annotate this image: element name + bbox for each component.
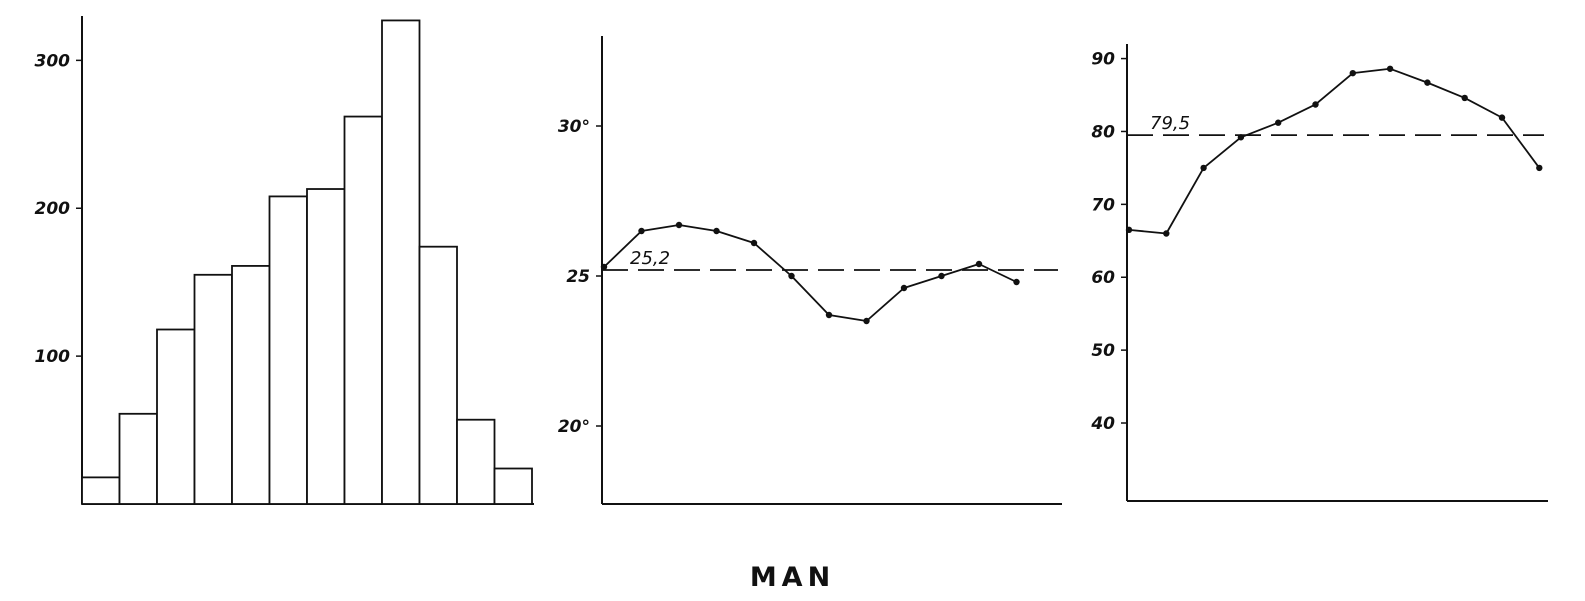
data-point xyxy=(900,284,908,292)
data-point xyxy=(1312,101,1319,108)
bar xyxy=(343,115,383,505)
data-point xyxy=(1536,164,1543,172)
data-point xyxy=(1424,79,1431,86)
data-point xyxy=(1275,119,1282,126)
y-tick-label: 100 xyxy=(35,347,71,367)
y-tick-label: 70 xyxy=(1091,195,1115,215)
y-tick-label: 25 xyxy=(566,267,590,287)
y-tick-label: 60 xyxy=(1091,268,1115,288)
bar xyxy=(306,188,346,505)
y-tick-label: 200 xyxy=(35,199,71,219)
bar xyxy=(231,265,271,505)
data-point xyxy=(975,260,983,268)
y-tick-label: 30° xyxy=(558,117,590,137)
figure-caption: MAN xyxy=(749,562,836,593)
bar xyxy=(456,418,496,505)
y-tick-label: 90 xyxy=(1091,50,1115,70)
data-point xyxy=(1125,226,1133,234)
data-point xyxy=(750,239,758,247)
data-point xyxy=(1498,114,1506,121)
mean-reference-label: 25,2 xyxy=(630,248,670,269)
bar xyxy=(268,195,308,505)
bar xyxy=(418,245,458,505)
y-tick-label: 80 xyxy=(1091,122,1115,142)
bar xyxy=(156,328,196,505)
y-tick-label: 300 xyxy=(35,51,71,71)
bar xyxy=(493,467,533,505)
humidity-line-panel: 40 50 60 70 80 90 79,5 xyxy=(1090,44,1548,502)
data-point xyxy=(600,263,608,271)
data-point xyxy=(1013,278,1020,286)
data-point xyxy=(788,272,795,280)
bar xyxy=(193,273,233,505)
y-tick-label: 50 xyxy=(1091,341,1115,361)
data-point xyxy=(1200,164,1207,172)
data-point xyxy=(863,317,870,325)
mean-reference-label: 79,5 xyxy=(1150,113,1190,134)
bar xyxy=(81,476,121,505)
temperature-line-panel: 20° 25 30° 25,2 xyxy=(558,36,1062,505)
y-tick-label: 40 xyxy=(1090,414,1115,434)
data-point xyxy=(1386,65,1394,72)
series-line xyxy=(1128,67,1541,235)
bar xyxy=(118,412,158,505)
data-point xyxy=(825,311,833,319)
data-point xyxy=(1349,69,1357,77)
data-point xyxy=(1163,230,1170,237)
series-line xyxy=(603,224,1017,322)
data-point xyxy=(1461,94,1468,102)
data-point xyxy=(938,272,945,280)
data-point xyxy=(1237,134,1245,141)
histogram-panel: 100 200 300 xyxy=(35,16,534,505)
bar xyxy=(381,19,421,505)
y-tick-label: 20° xyxy=(558,417,590,437)
data-point xyxy=(675,221,683,229)
data-point xyxy=(638,227,645,235)
data-point xyxy=(713,227,720,235)
